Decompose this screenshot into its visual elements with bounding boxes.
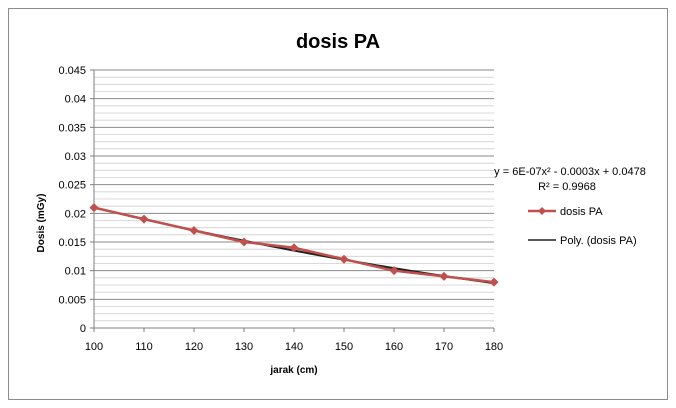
gridlines: [94, 69, 494, 329]
y-tick-label: 0.01: [65, 266, 86, 278]
data-point-marker: [239, 237, 249, 247]
legend: dosis PA Poly. (dosis PA): [528, 206, 637, 247]
y-tick-label: 0.045: [58, 65, 86, 77]
y-tick-label: 0.025: [58, 180, 86, 192]
x-tick-labels: 100 110 120 130 140 150 160 170 180: [85, 341, 503, 353]
y-tick-label: 0.04: [65, 94, 86, 106]
data-point-marker: [89, 203, 99, 213]
data-point-marker: [439, 271, 449, 281]
data-point-marker: [389, 266, 399, 276]
x-tick-label: 150: [335, 341, 353, 353]
data-point-marker: [289, 243, 299, 253]
x-tick-label: 110: [135, 341, 153, 353]
axes: [90, 69, 495, 332]
x-axis-label: jarak (cm): [269, 365, 317, 376]
data-point-marker: [489, 277, 499, 287]
legend-label-series: dosis PA: [560, 206, 603, 218]
x-tick-label: 160: [385, 341, 403, 353]
y-tick-label: 0.035: [58, 122, 86, 134]
data-point-marker: [189, 226, 199, 236]
series-group: [89, 203, 499, 287]
data-point-marker: [339, 254, 349, 264]
x-tick-label: 170: [435, 341, 453, 353]
y-tick-label: 0.015: [58, 237, 86, 249]
chart-frame: [8, 8, 668, 400]
x-tick-label: 140: [285, 341, 303, 353]
chart-title: dosis PA: [296, 31, 380, 53]
x-tick-label: 120: [185, 341, 203, 353]
y-tick-labels: 0 0.005 0.01 0.015 0.02 0.025 0.03 0.035 0.04 0.0…: [58, 65, 86, 335]
trendline-equation: y = 6E-07x² - 0.0003x + 0.0478: [494, 166, 646, 178]
legend-label-trendline: Poly. (dosis PA): [560, 235, 637, 247]
x-tick-label: 100: [85, 341, 103, 353]
x-tick-label: 180: [485, 341, 503, 353]
x-tick-label: 130: [235, 341, 253, 353]
legend-marker-diamond: [538, 207, 546, 215]
data-point-marker: [139, 214, 149, 224]
y-tick-label: 0.03: [65, 151, 86, 163]
trendline-r-squared: R² = 0.9968: [538, 181, 596, 193]
y-tick-label: 0: [80, 323, 86, 335]
y-axis-label: Dosis (mGy): [36, 194, 47, 253]
y-tick-label: 0.02: [65, 208, 86, 220]
y-tick-label: 0.005: [58, 294, 86, 306]
